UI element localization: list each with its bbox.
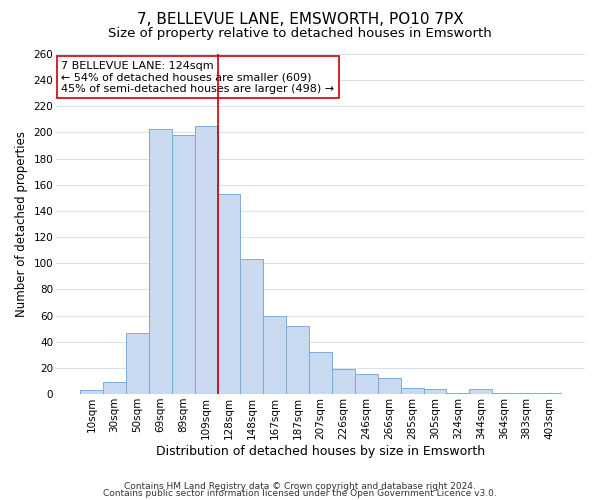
Text: Contains public sector information licensed under the Open Government Licence v3: Contains public sector information licen… <box>103 489 497 498</box>
Bar <box>218 194 241 394</box>
Bar <box>194 126 218 394</box>
Bar <box>446 392 469 394</box>
Bar <box>309 352 332 394</box>
Text: 7, BELLEVUE LANE, EMSWORTH, PO10 7PX: 7, BELLEVUE LANE, EMSWORTH, PO10 7PX <box>137 12 463 28</box>
Bar <box>469 389 492 394</box>
Bar <box>424 389 446 394</box>
Bar <box>492 392 515 394</box>
Bar <box>378 378 401 394</box>
Bar <box>332 369 355 394</box>
Bar <box>80 390 103 394</box>
Bar <box>241 260 263 394</box>
Bar <box>172 135 194 394</box>
Bar <box>103 382 126 394</box>
Bar <box>401 388 424 394</box>
Bar <box>355 374 378 394</box>
Y-axis label: Number of detached properties: Number of detached properties <box>15 131 28 317</box>
Bar <box>538 392 561 394</box>
Text: Size of property relative to detached houses in Emsworth: Size of property relative to detached ho… <box>108 28 492 40</box>
Bar <box>149 128 172 394</box>
Text: Contains HM Land Registry data © Crown copyright and database right 2024.: Contains HM Land Registry data © Crown c… <box>124 482 476 491</box>
Text: 7 BELLEVUE LANE: 124sqm
← 54% of detached houses are smaller (609)
45% of semi-d: 7 BELLEVUE LANE: 124sqm ← 54% of detache… <box>61 61 334 94</box>
Bar <box>515 392 538 394</box>
Bar <box>286 326 309 394</box>
Bar <box>126 332 149 394</box>
X-axis label: Distribution of detached houses by size in Emsworth: Distribution of detached houses by size … <box>156 444 485 458</box>
Bar <box>263 316 286 394</box>
